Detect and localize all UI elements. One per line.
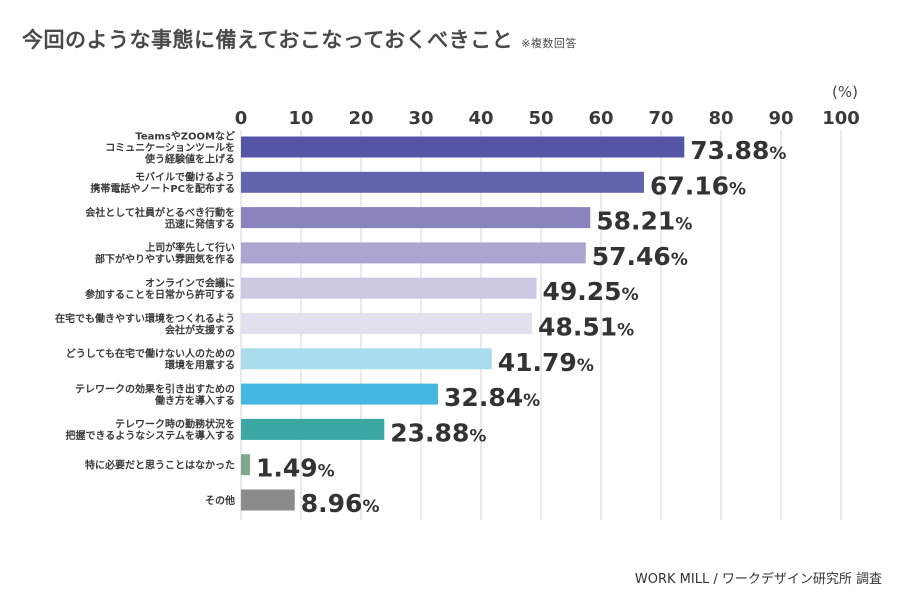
bar (241, 489, 295, 511)
value-percent-sign: % (671, 250, 688, 270)
bar (241, 454, 250, 476)
category-label: 携帯電話やノートPCを配布する (90, 182, 235, 195)
category-label: 使う経験値を上げる (144, 153, 235, 166)
chart-title-text: 今回のような事態に備えておこなっておくべきこと (22, 28, 514, 52)
value-percent-sign: % (622, 285, 639, 305)
category-label: 働き方を導入する (154, 394, 235, 407)
value-label: 8.96% (301, 489, 380, 518)
category-label: 特に必要だと思うことはなかった (85, 459, 235, 472)
category-label: オンラインで会議に (145, 276, 235, 289)
x-tick-label: 10 (288, 108, 313, 129)
value-percent-sign: % (318, 462, 335, 482)
source-label: WORK MILL / ワークデザイン研究所 調査 (634, 572, 882, 587)
x-tick-label: 60 (588, 108, 613, 129)
value-percent-sign: % (523, 391, 540, 411)
value-percent-sign: % (729, 179, 746, 199)
x-tick-label: 90 (768, 108, 793, 129)
value-label: 48.51% (538, 313, 634, 342)
x-tick-label: 80 (708, 108, 733, 129)
category-label: 迅速に発信する (165, 217, 235, 230)
value-label: 1.49% (256, 454, 335, 483)
category-label: 把握できるようなシステムを導入する (66, 429, 236, 442)
category-label: 在宅でも働きやすい環境をつくれるよう (55, 312, 235, 325)
unit-label: (%) (832, 83, 858, 101)
chart-note: ※複数回答 (521, 37, 577, 50)
value-label: 49.25% (543, 277, 639, 306)
bar (241, 277, 537, 299)
category-label: モバイルで働けるよう (135, 171, 235, 184)
x-tick-label: 100 (822, 108, 860, 129)
value-label: 67.16% (650, 171, 746, 200)
value-percent-sign: % (362, 497, 379, 517)
chart-title: 今回のような事態に備えておこなっておくべきこと ※複数回答 (22, 24, 577, 54)
category-label: 上司が率先して行い (145, 241, 235, 254)
x-tick-label: 50 (528, 108, 553, 129)
x-tick-label: 0 (235, 108, 248, 129)
value-percent-sign: % (617, 321, 634, 341)
category-label: コミュニケーションツールを (105, 142, 235, 154)
category-label: 部下がやりやすい雰囲気を作る (95, 253, 235, 266)
category-label: テレワークの効果を引き出すための (75, 382, 235, 395)
bar (241, 348, 492, 370)
category-label: テレワーク時の勤務状況を (115, 418, 235, 431)
category-label: その他 (205, 494, 235, 507)
category-label: 参加することを日常から許可する (85, 288, 235, 301)
x-tick-label: 40 (468, 108, 493, 129)
bar (241, 313, 533, 334)
value-label: 32.84% (444, 383, 540, 412)
category-label: どうしても在宅で働けない人のための (66, 347, 235, 360)
bar (241, 207, 591, 229)
bar (241, 136, 685, 158)
category-label: 環境を用意する (165, 359, 235, 372)
x-tick-label: 20 (348, 108, 373, 129)
bar (241, 171, 644, 193)
value-percent-sign: % (675, 215, 692, 235)
category-label: TeamsやZOOMなど (135, 130, 235, 143)
value-label: 58.21% (596, 207, 692, 236)
category-label: 会社が支援する (165, 323, 235, 336)
x-tick-label: 70 (648, 108, 673, 129)
value-label: 73.88% (690, 136, 786, 165)
value-percent-sign: % (769, 144, 786, 164)
value-label: 41.79% (498, 348, 594, 377)
bar (241, 242, 586, 264)
category-label: 会社として社員がとるべき行動を (85, 206, 235, 219)
bar (241, 418, 385, 440)
x-tick-label: 30 (408, 108, 433, 129)
value-label: 57.46% (592, 242, 688, 271)
bar (241, 383, 439, 405)
value-percent-sign: % (577, 356, 594, 376)
value-percent-sign: % (469, 426, 486, 446)
value-label: 23.88% (390, 418, 486, 447)
